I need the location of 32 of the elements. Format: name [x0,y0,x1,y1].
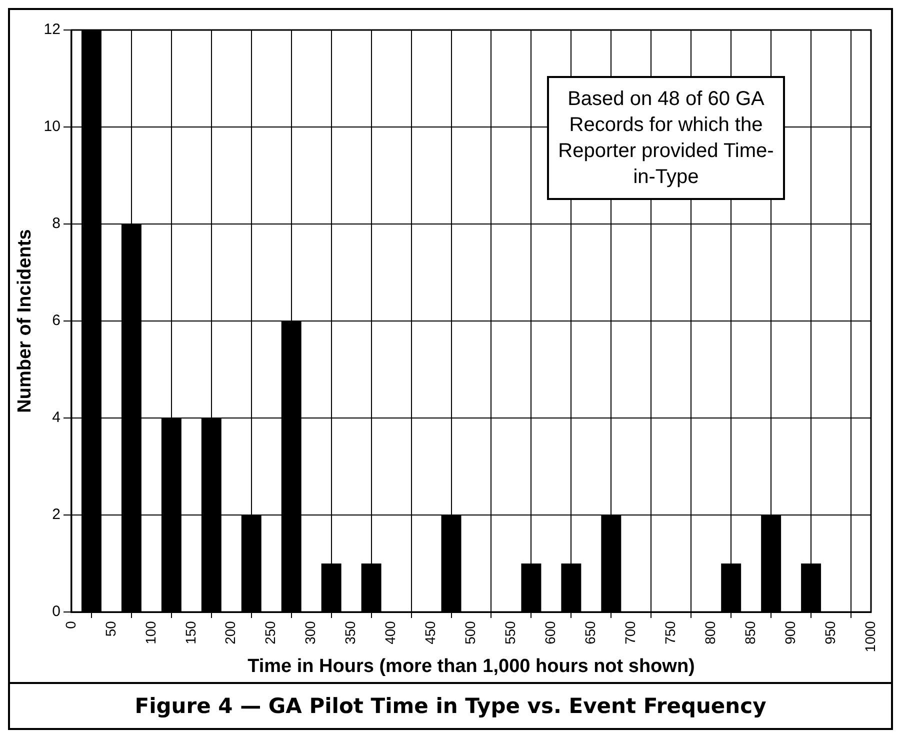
x-tick-label: 400 [382,620,398,644]
y-tick-label: 12 [44,21,60,38]
x-tick-label: 450 [422,620,438,644]
x-tick-label: 650 [582,620,598,644]
x-tick-label: 950 [822,620,838,644]
x-tick-label: 250 [262,620,278,644]
x-tick-label: 100 [142,620,158,644]
x-tick-label: 750 [662,620,678,644]
x-tick-label: 0 [62,620,78,629]
x-tick-label: 1000 [862,620,878,652]
x-tick-label: 900 [782,620,798,644]
x-tick-label: 600 [542,620,558,644]
x-axis-title: Time in Hours (more than 1,000 hours not shown) [248,656,695,677]
y-axis-title: Number of Incidents [14,229,36,413]
y-tick-label: 6 [52,312,60,330]
x-tick-label: 300 [302,620,318,644]
x-tick-label: 850 [742,620,758,644]
y-tick-label: 8 [52,215,60,232]
x-tick-label: 50 [102,620,118,637]
x-tick-label: 550 [502,620,518,644]
x-tick-label: 700 [622,620,638,644]
y-tick-label: 10 [44,118,60,136]
x-tick-label: 350 [342,620,358,644]
x-tick-label: 800 [702,620,718,644]
text: Figure 4 — GA Pilot Time in Type vs. Event Frequency [10,682,891,728]
x-tick-label: 200 [222,620,238,644]
x-tick-label: 150 [182,620,198,644]
y-tick-label: 4 [52,409,60,426]
x-tick-label: 500 [462,620,478,644]
y-tick-label: 2 [52,506,60,524]
annotation: Based on 48 of 60 GA Records for which the Reporter provided Time-in-Type [547,76,785,200]
y-tick-label: 0 [52,603,60,620]
